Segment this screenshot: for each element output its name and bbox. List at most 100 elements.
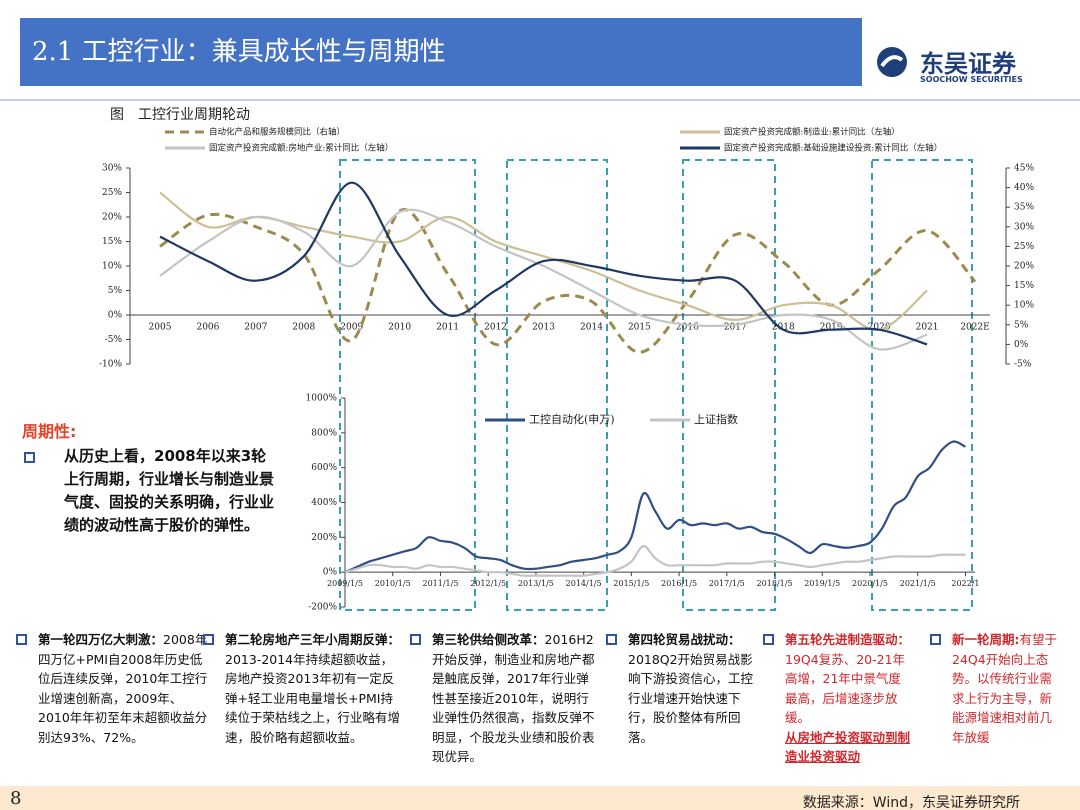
- note-title: 第一轮四万亿大刺激：: [38, 632, 164, 647]
- y-tick-label: 200%: [311, 533, 337, 543]
- x-tick-label: 2019/1/5: [804, 579, 840, 588]
- note-title: 第三轮供给侧改革：: [432, 632, 545, 647]
- page-number: 8: [10, 788, 22, 809]
- y2-tick-label: 45%: [1014, 164, 1034, 174]
- period-box: [682, 159, 776, 611]
- note: 第四轮贸易战扰动： 2018Q2开始贸易战影响下游投资信心，工控行业增速开始快速下…: [606, 630, 758, 747]
- note: 第五轮先进制造驱动： 19Q4复苏、20-21年高增，21年中景气度最高，后增速逐…: [763, 630, 911, 767]
- note-title: 新一轮周期:: [952, 632, 1020, 647]
- sidebar-heading: 周期性:: [22, 422, 77, 441]
- line-series: [159, 208, 928, 351]
- x-tick-label: 2011: [436, 323, 459, 333]
- x-tick-label: 2007: [244, 323, 267, 333]
- x-tick-label: 2011/1/5: [422, 579, 458, 588]
- x-tick-label: 2012/1/5: [470, 579, 506, 588]
- y-tick-label: 0%: [323, 568, 338, 578]
- legend-label: 自动化产品和服务规模同比（右轴）: [209, 127, 345, 138]
- logo-text: 东吴证券: [920, 50, 1016, 78]
- sidebar-text: 从历史上看，2008年以来3轮上行周期，行业增长与制造业景气度、固投的关系明确，…: [64, 447, 275, 534]
- note-title: 第二轮房地产三年小周期反弹：: [225, 632, 401, 647]
- x-tick-label: 2019: [820, 323, 843, 333]
- line-series: [344, 544, 966, 577]
- x-tick-label: 2014: [580, 323, 603, 333]
- x-tick-label: 2017: [724, 323, 747, 333]
- y-tick-label: 15%: [102, 237, 122, 247]
- note: 新一轮周期:有望于24Q4开始向上态势。以传统行业需求上行为主导，新能源增速相对…: [930, 630, 1062, 747]
- source: 数据来源：Wind，东吴证券研究所: [802, 795, 1020, 810]
- x-tick-label: 2020/1/5: [852, 579, 888, 588]
- period-boxes: [339, 159, 973, 611]
- legend-label: 固定资产投资完成额:制造业:累计同比（左轴）: [724, 127, 900, 138]
- note-text: 有望于24Q4开始向上态势。以传统行业需求上行为主导，新能源增速相对前几年放缓: [952, 632, 1058, 745]
- x-tick-label: 2010: [388, 323, 411, 333]
- y-tick-label: 5%: [108, 286, 123, 296]
- y-tick-label: 10%: [102, 262, 122, 272]
- bullet: [930, 634, 941, 645]
- period-box: [339, 159, 476, 611]
- x-tick-label: 2021: [916, 323, 939, 333]
- x-tick-label: 2017/1/5: [709, 579, 745, 588]
- x-tick-label: 2021/1/5: [900, 579, 936, 588]
- x-tick-label: 2008: [292, 323, 315, 333]
- y2-tick-label: 30%: [1014, 222, 1034, 232]
- note: 第二轮房地产三年小周期反弹： 2013-2014年持续超额收益，房地产投资2013…: [203, 630, 405, 747]
- period-box: [506, 159, 608, 611]
- line-series: [159, 181, 928, 346]
- line-series: [344, 440, 966, 574]
- y-tick-label: -10%: [99, 360, 122, 370]
- bullet: [16, 634, 27, 645]
- slide-title: 2.1 工控行业：兼具成长性与周期性: [20, 18, 862, 86]
- bullet: [606, 634, 617, 645]
- y2-tick-label: 20%: [1014, 262, 1034, 272]
- x-tick-label: 2020: [868, 323, 891, 333]
- y-tick-label: 25%: [102, 188, 122, 198]
- note-text: 2016H2开始反弹，制造业和房地产都是触底反弹，2017年行业弹性甚至接近20…: [432, 632, 595, 764]
- note: 第一轮四万亿大刺激：2008年四万亿+PMI自2008年历史低位后连续反弹，20…: [16, 630, 208, 747]
- y-tick-label: 400%: [311, 498, 337, 508]
- logo-subtext: SOOCHOW SECURITIES: [920, 75, 1023, 84]
- x-tick-label: 2010/1/5: [375, 579, 411, 588]
- x-tick-label: 2022/1: [951, 579, 979, 588]
- x-tick-label: 2016: [676, 323, 699, 333]
- x-tick-label: 2012: [484, 323, 507, 333]
- y2-tick-label: 35%: [1014, 203, 1034, 213]
- x-tick-label: 2006: [196, 323, 219, 333]
- y-tick-label: 1000%: [306, 394, 338, 404]
- footer-band: [0, 786, 1080, 810]
- x-tick-label: 2015/1/5: [613, 579, 649, 588]
- line-series: [159, 191, 928, 331]
- y2-tick-label: 15%: [1014, 281, 1034, 291]
- line-series: [159, 208, 977, 354]
- bullet: [24, 452, 35, 463]
- x-tick-label: 2018/1/5: [757, 579, 793, 588]
- note-text: 19Q4复苏、20-21年高增，21年中景气度最高，后增速逐步放缓。: [785, 651, 906, 726]
- note-text: 从房地产投资驱动到制造业投资驱动: [785, 729, 911, 765]
- logo-icon: [877, 47, 907, 77]
- x-tick-label: 2013/1/5: [518, 579, 554, 588]
- note-text: 2008年四万亿+PMI自2008年历史低位后连续反弹，2010年工控行业增速创…: [38, 632, 208, 745]
- y-tick-label: 0%: [108, 311, 123, 321]
- legend-label: 上证指数: [694, 412, 738, 426]
- y2-tick-label: 25%: [1014, 242, 1034, 252]
- y2-tick-label: 0%: [1014, 340, 1029, 350]
- x-tick-label: 2005: [149, 323, 172, 333]
- y2-tick-label: 10%: [1014, 301, 1034, 311]
- legend-label: 工控自动化(申万): [529, 412, 615, 426]
- note: 第三轮供给侧改革：2016H2开始反弹，制造业和房地产都是触底反弹，2017年行…: [410, 630, 597, 767]
- x-tick-label: 2014/1/5: [566, 579, 602, 588]
- legend-label: 固定资产投资完成额:基础设施建设投资:累计同比（左轴）: [724, 143, 942, 154]
- y2-tick-label: 40%: [1014, 183, 1034, 193]
- x-tick-label: 2009: [340, 323, 363, 333]
- y-tick-label: 30%: [102, 164, 122, 174]
- x-tick-label: 2009/1/5: [327, 579, 363, 588]
- period-box: [871, 159, 973, 611]
- bullet: [410, 634, 421, 645]
- note-text: 2018Q2开始贸易战影响下游投资信心，工控行业增速开始快速下行，股价整体有所回…: [628, 651, 754, 745]
- x-tick-label: 2018: [772, 323, 795, 333]
- y-tick-label: 20%: [102, 213, 122, 223]
- y-tick-label: -5%: [105, 335, 123, 345]
- y-tick-label: -200%: [308, 603, 337, 613]
- x-tick-label: 2013: [532, 323, 555, 333]
- y2-tick-label: -5%: [1014, 360, 1032, 370]
